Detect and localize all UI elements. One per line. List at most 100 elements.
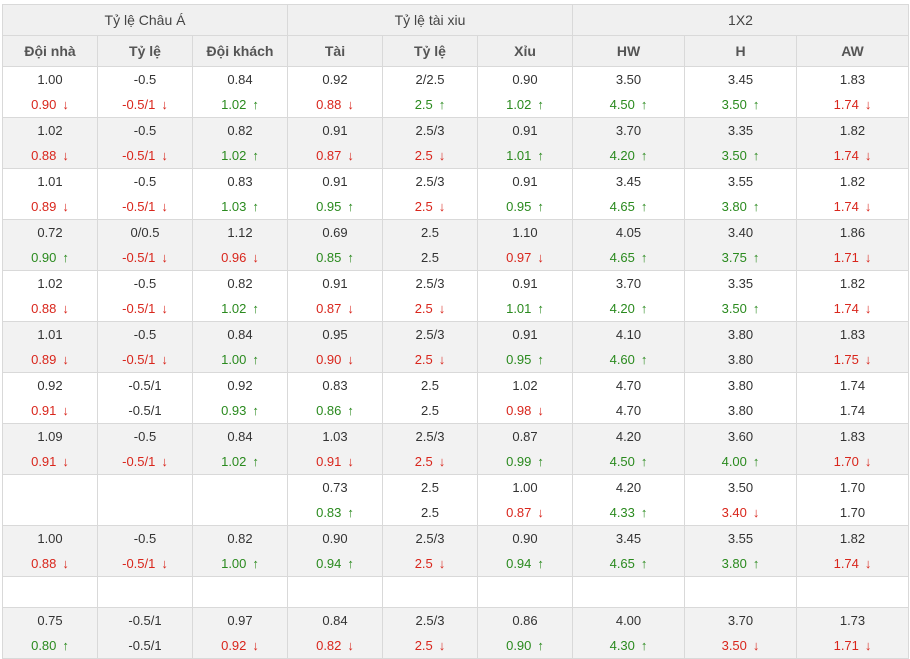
opening-odds: 1.00 <box>512 480 538 495</box>
up-arrow-icon: ↑ <box>537 638 544 653</box>
current-odds: -0.5/1 <box>99 633 192 658</box>
cell-home: 1.02 0.88 ↓ <box>2 117 98 169</box>
opening-odds: 3.50 <box>615 72 642 87</box>
cell-handicap: -0.5/1 -0.5/1 <box>97 372 193 424</box>
opening-odds: -0.5 <box>133 276 157 291</box>
table-row: 1.00 0.90 ↓ -0.5 -0.5/1 ↓ 0.84 1.02 ↑ 0.92 0.88 ↓ 2/… <box>2 66 909 118</box>
group-header-asian-handicap: Tỷ lệ Châu Á <box>2 4 288 36</box>
current-odds: 1.02 ↑ <box>479 92 572 117</box>
opening-odds: 0.82 <box>227 123 253 138</box>
down-arrow-icon: ↓ <box>62 403 69 418</box>
opening-odds: 0.82 <box>227 531 253 546</box>
current-odds: 2.5 <box>384 398 477 423</box>
up-arrow-icon: ↑ <box>537 352 544 367</box>
current-odds-value: 1.00 <box>221 556 247 571</box>
cell-away-win: 1.82 1.74 ↓ <box>796 168 909 220</box>
current-odds-value: 2.5 <box>414 556 433 571</box>
current-odds: 4.33 ↑ <box>574 500 684 525</box>
cell-home: 1.02 0.88 ↓ <box>2 270 98 322</box>
current-odds-value: 3.50 <box>721 301 747 316</box>
cell-home: 1.00 0.90 ↓ <box>2 66 98 118</box>
current-odds: 0.95 ↑ <box>479 347 572 372</box>
opening-odds: 0.95 <box>322 327 348 342</box>
current-odds: 4.65 ↑ <box>574 245 684 270</box>
down-arrow-icon: ↓ <box>864 352 872 367</box>
down-arrow-icon: ↓ <box>252 638 259 653</box>
current-odds: 1.02 ↑ <box>194 296 287 321</box>
current-odds-value: 1.02 <box>221 148 247 163</box>
current-odds-value: 2.5 <box>420 403 440 418</box>
column-header-away: Đội khách <box>192 35 288 67</box>
cell-handicap: -0.5 -0.5/1 ↓ <box>97 525 193 577</box>
current-odds-value: 0.91 <box>31 454 57 469</box>
down-arrow-icon: ↓ <box>438 301 446 316</box>
current-odds: 0.95 ↑ <box>479 194 572 219</box>
cell-draw: 3.80 3.80 <box>684 372 797 424</box>
current-odds-value: 4.20 <box>609 148 635 163</box>
current-odds-value: 0.91 <box>316 454 342 469</box>
opening-odds: 4.00 <box>615 613 642 628</box>
down-arrow-icon: ↓ <box>864 148 872 163</box>
opening-odds: -0.5 <box>133 327 157 342</box>
current-odds-value: 0.87 <box>506 505 532 520</box>
opening-odds: 1.02 <box>512 378 538 393</box>
current-odds-value: 4.60 <box>609 352 635 367</box>
opening-odds: -0.5 <box>133 123 157 138</box>
cell-under <box>477 576 573 608</box>
opening-odds: 1.73 <box>839 613 866 628</box>
current-odds-value: 1.00 <box>221 352 247 367</box>
down-arrow-icon: ↓ <box>752 638 760 653</box>
up-arrow-icon: ↑ <box>752 454 760 469</box>
cell-away: 0.82 1.02 ↑ <box>192 270 288 322</box>
opening-odds: -0.5/1 <box>128 378 162 393</box>
current-odds: 1.71 ↓ <box>798 245 908 270</box>
up-arrow-icon: ↑ <box>640 505 648 520</box>
cell-away: 0.83 1.03 ↑ <box>192 168 288 220</box>
down-arrow-icon: ↓ <box>347 97 354 112</box>
cell-handicap: -0.5 -0.5/1 ↓ <box>97 270 193 322</box>
current-odds: 3.40 ↓ <box>686 500 796 525</box>
current-odds: 0.89 ↓ <box>4 347 97 372</box>
current-odds: 1.74 ↓ <box>798 194 908 219</box>
opening-odds: 0.86 <box>512 613 538 628</box>
up-arrow-icon: ↑ <box>640 250 648 265</box>
opening-odds: 1.82 <box>839 174 866 189</box>
current-odds-value: 0.89 <box>31 352 57 367</box>
current-odds-value: 0.82 <box>316 638 342 653</box>
current-odds: 0.91 ↓ <box>289 449 382 474</box>
current-odds: 0.86 ↑ <box>289 398 382 423</box>
opening-odds: 4.70 <box>615 378 642 393</box>
opening-odds: 2.5/3 <box>415 123 445 138</box>
current-odds: 0.87 ↓ <box>289 143 382 168</box>
cell-over: 0.84 0.82 ↓ <box>287 607 383 659</box>
up-arrow-icon: ↑ <box>438 97 446 112</box>
cell-under: 1.10 0.97 ↓ <box>477 219 573 271</box>
opening-odds: 1.01 <box>37 174 63 189</box>
current-odds: -0.5/1 ↓ <box>99 245 192 270</box>
table-row: 0.75 0.80 ↑ -0.5/1 -0.5/1 0.97 0.92 ↓ 0.84 0.82 ↓ 2… <box>2 607 909 659</box>
up-arrow-icon: ↑ <box>252 97 259 112</box>
current-odds-value: 1.75 <box>833 352 859 367</box>
down-arrow-icon: ↓ <box>438 148 446 163</box>
current-odds: 3.50 ↑ <box>686 296 796 321</box>
opening-odds: 0.84 <box>227 327 253 342</box>
opening-odds <box>194 476 287 501</box>
current-odds: 2.5 ↓ <box>384 551 477 576</box>
current-odds-value: 4.00 <box>721 454 747 469</box>
opening-odds: 0.84 <box>227 72 253 87</box>
cell-handicap: -0.5 -0.5/1 ↓ <box>97 321 193 373</box>
cell-handicap <box>97 474 193 526</box>
cell-total-line: 2.5 2.5 <box>382 219 478 271</box>
current-odds <box>4 500 97 525</box>
cell-draw: 3.70 3.50 ↓ <box>684 607 797 659</box>
cell-away <box>192 474 288 526</box>
current-odds <box>99 500 192 525</box>
down-arrow-icon: ↓ <box>438 199 446 214</box>
opening-odds: 0.91 <box>512 327 538 342</box>
current-odds-value: 0.87 <box>316 148 342 163</box>
up-arrow-icon: ↑ <box>640 148 648 163</box>
cell-under: 0.91 0.95 ↑ <box>477 168 573 220</box>
opening-odds: 3.55 <box>727 531 754 546</box>
current-odds: 0.94 ↑ <box>289 551 382 576</box>
